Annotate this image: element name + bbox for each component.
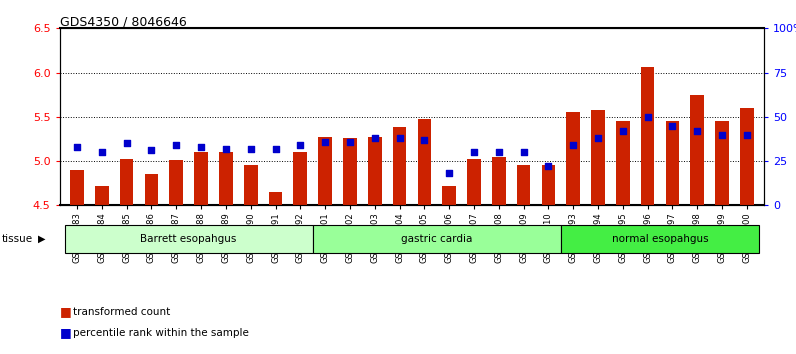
Point — [318, 139, 331, 144]
Point — [170, 142, 182, 148]
Bar — [219, 152, 232, 205]
Bar — [616, 121, 630, 205]
Text: ■: ■ — [60, 305, 72, 318]
Text: tissue: tissue — [2, 234, 33, 244]
Text: normal esopahgus: normal esopahgus — [611, 234, 708, 244]
Bar — [145, 175, 158, 205]
Bar — [244, 166, 258, 205]
Point — [294, 142, 306, 148]
Text: Barrett esopahgus: Barrett esopahgus — [141, 234, 237, 244]
Bar — [541, 166, 555, 205]
Point — [220, 146, 232, 152]
Bar — [120, 159, 134, 205]
Point — [195, 144, 208, 150]
Point — [691, 128, 704, 134]
Bar — [418, 120, 431, 205]
Point — [642, 114, 654, 120]
Text: ▶: ▶ — [38, 234, 45, 244]
Point — [269, 146, 282, 152]
Bar — [368, 137, 381, 205]
Point — [369, 135, 381, 141]
Point — [244, 146, 257, 152]
Bar — [343, 138, 357, 205]
Bar — [95, 186, 109, 205]
Point — [716, 132, 728, 137]
Bar — [194, 152, 208, 205]
Bar — [294, 152, 307, 205]
Bar — [269, 192, 283, 205]
Point — [120, 141, 133, 146]
Text: gastric cardia: gastric cardia — [401, 234, 472, 244]
Bar — [318, 137, 332, 205]
Point — [542, 164, 555, 169]
Point — [740, 132, 753, 137]
Bar — [70, 170, 84, 205]
Text: transformed count: transformed count — [73, 307, 170, 316]
Point — [393, 135, 406, 141]
Point — [418, 137, 431, 143]
Bar — [690, 95, 704, 205]
Point — [616, 128, 629, 134]
Bar — [641, 67, 654, 205]
Bar — [566, 113, 580, 205]
Point — [666, 123, 679, 129]
Bar — [392, 127, 406, 205]
Bar — [715, 121, 729, 205]
Point — [517, 149, 530, 155]
FancyBboxPatch shape — [313, 225, 560, 253]
FancyBboxPatch shape — [64, 225, 313, 253]
Point — [71, 144, 84, 150]
Bar — [492, 157, 505, 205]
Bar — [665, 121, 679, 205]
Text: percentile rank within the sample: percentile rank within the sample — [73, 328, 249, 338]
Point — [567, 142, 579, 148]
Point — [493, 149, 505, 155]
Bar — [591, 110, 605, 205]
Bar — [467, 159, 481, 205]
Point — [443, 171, 455, 176]
Point — [96, 149, 108, 155]
Bar — [517, 165, 530, 205]
Bar — [740, 108, 754, 205]
Point — [145, 148, 158, 153]
Point — [591, 135, 604, 141]
Bar — [170, 160, 183, 205]
Point — [344, 139, 357, 144]
Text: GDS4350 / 8046646: GDS4350 / 8046646 — [60, 16, 186, 29]
FancyBboxPatch shape — [560, 225, 759, 253]
Point — [467, 149, 480, 155]
Text: ■: ■ — [60, 326, 72, 339]
Bar — [443, 186, 456, 205]
